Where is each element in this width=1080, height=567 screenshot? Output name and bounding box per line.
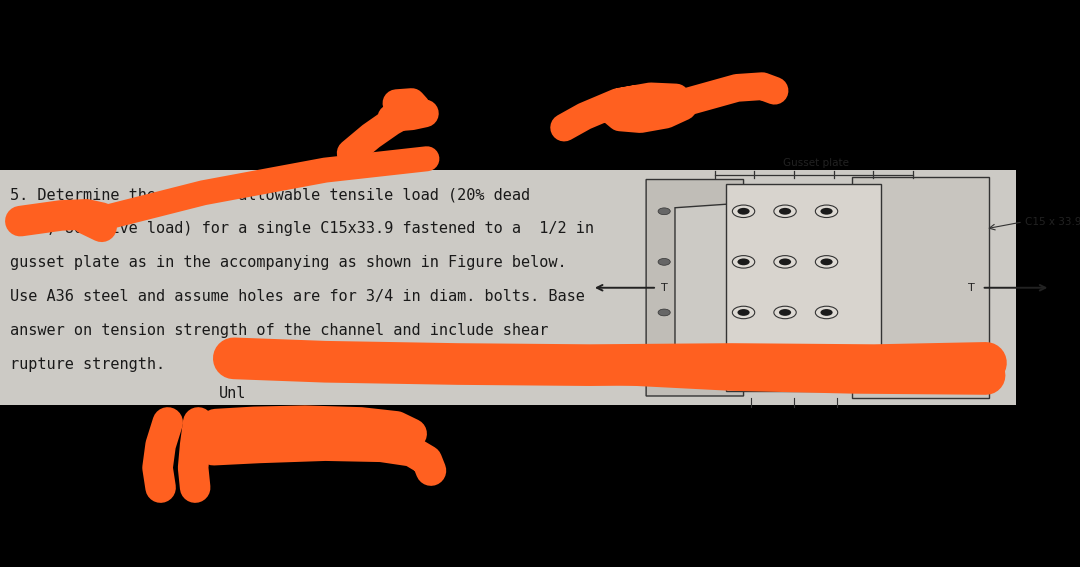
Circle shape [738,259,750,265]
Text: answer on tension strength of the channel and include shear: answer on tension strength of the channe… [10,323,549,338]
Circle shape [732,256,755,268]
Text: Gusset plate: Gusset plate [783,158,849,168]
Circle shape [774,306,796,319]
Circle shape [821,359,833,366]
Circle shape [779,309,792,316]
Text: Use A36 steel and assume holes are for 3/4 in diam. bolts. Base: Use A36 steel and assume holes are for 3… [10,289,585,304]
Circle shape [658,359,671,366]
Circle shape [738,359,750,366]
Text: load, 80% live load) for a single C15x33.9 fastened to a  1/2 in: load, 80% live load) for a single C15x33… [10,221,594,236]
Circle shape [658,208,671,215]
Circle shape [821,208,833,215]
Circle shape [815,306,838,319]
Circle shape [774,205,796,218]
Circle shape [774,357,796,369]
Circle shape [738,309,750,316]
Circle shape [732,306,755,319]
Circle shape [658,259,671,265]
Text: 5. Determine the maximum allowable tensile load (20% dead: 5. Determine the maximum allowable tensi… [10,187,530,202]
Circle shape [821,309,833,316]
Text: T: T [661,283,667,293]
Text: Unl: Unl [218,386,246,400]
Circle shape [815,357,838,369]
Text: gusset plate as in the accompanying as shown in Figure below.: gusset plate as in the accompanying as s… [10,255,567,270]
Circle shape [779,259,792,265]
Circle shape [779,359,792,366]
Text: C15 x 33.9: C15 x 33.9 [1025,217,1080,227]
Polygon shape [646,180,743,396]
Text: T: T [968,283,974,293]
Polygon shape [852,177,989,399]
Circle shape [815,256,838,268]
Circle shape [774,256,796,268]
Circle shape [732,205,755,218]
Circle shape [658,309,671,316]
Circle shape [738,208,750,215]
Text: rupture strength.: rupture strength. [10,357,165,372]
Circle shape [779,208,792,215]
Bar [0,170,1016,405]
Circle shape [732,357,755,369]
Circle shape [821,259,833,265]
Circle shape [815,205,838,218]
Bar [726,184,880,391]
